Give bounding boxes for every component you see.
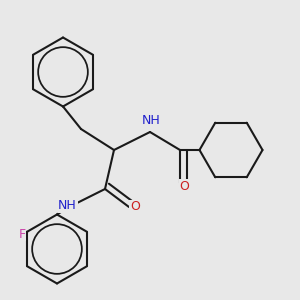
Text: O: O	[130, 200, 140, 214]
Text: F: F	[18, 227, 26, 241]
Text: NH: NH	[142, 114, 161, 127]
Text: NH: NH	[58, 199, 77, 212]
Text: O: O	[180, 179, 189, 193]
